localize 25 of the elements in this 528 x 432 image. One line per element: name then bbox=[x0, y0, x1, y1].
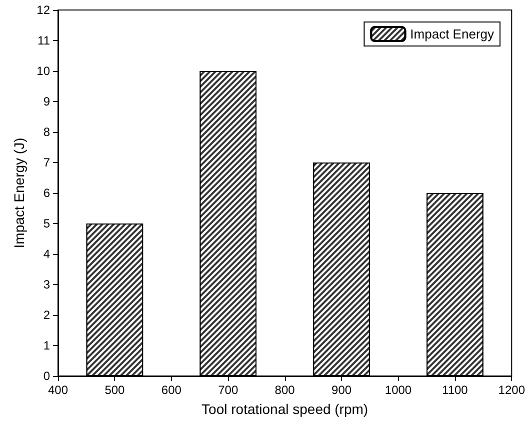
x-tick-label: 1200 bbox=[498, 383, 526, 397]
y-tick-label: 4 bbox=[43, 247, 50, 261]
x-tick-label: 600 bbox=[161, 383, 182, 397]
x-tick-label: 1000 bbox=[384, 383, 412, 397]
y-tick-label: 1 bbox=[43, 338, 50, 352]
y-tick-label: 9 bbox=[43, 94, 50, 108]
y-tick-label: 5 bbox=[43, 216, 50, 230]
y-tick-label: 11 bbox=[38, 34, 50, 48]
y-tick-label: 8 bbox=[43, 125, 50, 139]
y-tick-label: 0 bbox=[43, 369, 50, 383]
legend-label: Impact Energy bbox=[410, 26, 494, 42]
x-tick-label: 1100 bbox=[442, 383, 468, 397]
x-tick-label: 500 bbox=[104, 383, 126, 397]
y-tick-label: 6 bbox=[43, 186, 50, 200]
y-tick-label: 3 bbox=[43, 278, 50, 292]
y-axis-title: Impact Energy (J) bbox=[10, 138, 27, 248]
x-axis-title: Tool rotational speed (rpm) bbox=[202, 401, 368, 417]
x-tick-label: 700 bbox=[218, 383, 238, 397]
x-tick-label: 800 bbox=[274, 383, 296, 397]
y-tick-label: 12 bbox=[36, 3, 50, 17]
y-tick-label: 2 bbox=[43, 308, 50, 322]
x-tick-label: 900 bbox=[332, 383, 352, 397]
x-tick-label: 400 bbox=[48, 383, 68, 397]
y-tick-label: 10 bbox=[36, 64, 50, 78]
y-tick-label: 7 bbox=[43, 156, 50, 170]
